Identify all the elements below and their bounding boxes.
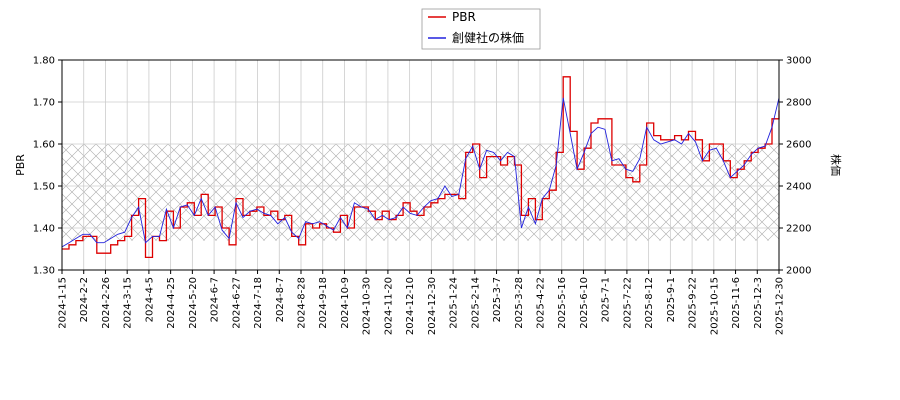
x-tick-label: 2025-9-22 (688, 277, 699, 329)
x-tick-label: 2024-10-30 (362, 277, 373, 335)
x-tick-label: 2024-7-18 (253, 277, 264, 329)
series-line-stock-price (61, 97, 780, 248)
x-tick-label: 2024-4-25 (166, 277, 177, 329)
x-tick-label: 2024-2-26 (101, 277, 112, 329)
x-tick-label: 2025-5-16 (557, 277, 568, 329)
legend-box (421, 8, 541, 50)
left-tick-label: 1.50 (33, 182, 55, 193)
x-tick-label: 2024-3-15 (123, 277, 134, 329)
left-tick-label: 1.40 (33, 224, 55, 235)
x-tick-label: 2024-6-27 (231, 277, 242, 329)
right-tick-label: 2200 (786, 224, 811, 235)
x-tick-label: 2025-7-1 (601, 277, 612, 322)
right-tick-label: 2000 (786, 266, 811, 277)
series-line-pbr (62, 76, 780, 259)
left-axis-ticks: 1.30 1.40 1.50 1.60 1.70 1.80 (33, 56, 62, 277)
right-tick-label: 2800 (786, 98, 811, 109)
x-tick-label: 2024-5-20 (188, 277, 199, 329)
x-tick-label: 2025-9-1 (666, 277, 677, 322)
left-tick-label: 1.60 (33, 140, 55, 151)
right-axis-ticks: 2000 2200 2400 2600 2800 3000 (779, 56, 811, 277)
x-tick-label: 2025-6-10 (579, 277, 590, 329)
x-axis-ticks: 2024-1-15 2024-2-2 2024-2-26 2024-3-15 2024-… (58, 270, 786, 335)
x-tick-label: 2025-7-22 (622, 277, 633, 329)
x-tick-label: 2024-1-15 (58, 277, 69, 329)
x-tick-label: 2024-12-10 (405, 277, 416, 335)
x-tick-label: 2025-3-28 (514, 277, 525, 329)
x-tick-label: 2024-2-2 (79, 277, 90, 322)
right-tick-label: 2400 (786, 182, 811, 193)
plot-border (61, 59, 780, 271)
series-layer (61, 76, 780, 259)
x-tick-label: 2024-8-7 (275, 277, 286, 322)
x-tick-label: 2024-6-7 (210, 277, 221, 322)
shaded-band (62, 144, 779, 241)
x-tick-label: 2024-11-20 (383, 277, 394, 335)
legend: PBR 創健社の株価 (421, 8, 541, 50)
plot-frame (61, 59, 780, 271)
x-tick-label: 2025-12-3 (753, 277, 764, 329)
x-tick-label: 2024-10-9 (340, 277, 351, 329)
left-tick-label: 1.30 (33, 266, 55, 277)
left-tick-label: 1.70 (33, 98, 55, 109)
x-tick-label: 2024-4-5 (144, 277, 155, 322)
x-tick-label: 2025-1-24 (449, 277, 460, 329)
right-tick-label: 3000 (786, 56, 811, 67)
x-tick-label: 2025-11-6 (731, 277, 742, 329)
legend-label-pbr: PBR (452, 10, 476, 24)
x-tick-label: 2024-12-30 (427, 277, 438, 335)
shaded-band-rect (62, 144, 779, 241)
x-tick-label: 2025-10-15 (709, 277, 720, 335)
x-tick-label: 2025-2-14 (470, 277, 481, 329)
x-tick-label: 2025-4-22 (536, 277, 547, 329)
right-axis-title: 株価 (829, 154, 843, 176)
left-axis-title: PBR (14, 154, 27, 176)
left-tick-label: 1.80 (33, 56, 55, 67)
x-tick-label: 2025-8-12 (644, 277, 655, 329)
legend-label-stock-price: 創健社の株価 (452, 30, 524, 45)
x-tick-label: 2024-9-18 (318, 277, 329, 329)
x-tick-label: 2025-12-30 (775, 277, 786, 335)
x-tick-label: 2025-3-7 (492, 277, 503, 322)
x-tick-label: 2024-8-28 (297, 277, 308, 329)
right-tick-label: 2600 (786, 140, 811, 151)
